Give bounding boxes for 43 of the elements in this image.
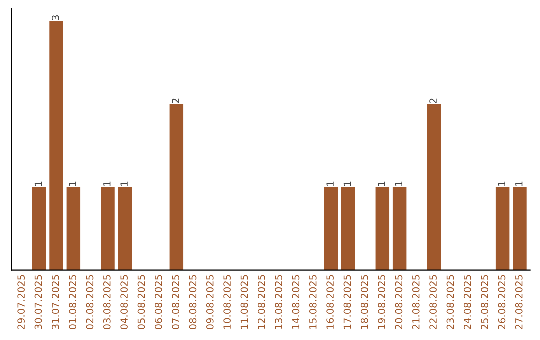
x-tick-label: 01.08.2025 <box>69 275 76 330</box>
x-tick-label: 31.07.2025 <box>52 275 60 330</box>
x-tick-label: 07.08.2025 <box>172 275 180 330</box>
data-label: 3 <box>52 16 60 20</box>
x-tick-label: 19.08.2025 <box>378 275 386 330</box>
x-tick-label: 24.08.2025 <box>464 275 472 330</box>
x-tick-label: 15.08.2025 <box>309 275 317 330</box>
x-tick-label: 06.08.2025 <box>154 275 162 330</box>
x-tick-label: 22.08.2025 <box>430 275 437 330</box>
x-tick-label: 09.08.2025 <box>206 275 214 330</box>
data-label: 2 <box>430 98 437 104</box>
x-tick-label: 29.07.2025 <box>18 275 25 330</box>
data-label: 1 <box>378 182 386 186</box>
x-tick-label: 14.08.2025 <box>292 275 300 330</box>
x-tick-label: 23.08.2025 <box>446 275 454 330</box>
data-label: 1 <box>326 182 334 186</box>
data-label: 1 <box>34 182 42 186</box>
x-tick-label: 30.07.2025 <box>34 275 42 330</box>
x-tick-label: 16.08.2025 <box>326 275 334 330</box>
x-tick-label: 13.08.2025 <box>275 275 282 330</box>
x-tick-label: 26.08.2025 <box>498 275 506 330</box>
x-tick-label: 03.08.2025 <box>103 275 111 330</box>
data-label: 2 <box>172 98 180 104</box>
x-tick-label: 05.08.2025 <box>138 275 146 330</box>
data-label: 1 <box>498 182 506 186</box>
x-tick-label: 04.08.2025 <box>120 275 128 330</box>
x-tick-label: 17.08.2025 <box>344 275 352 330</box>
x-tick-label: 18.08.2025 <box>360 275 368 330</box>
x-tick-label: 21.08.2025 <box>412 275 420 330</box>
x-tick-label: 20.08.2025 <box>395 275 403 330</box>
x-tick-label: 12.08.2025 <box>258 275 266 330</box>
x-tick-label: 11.08.2025 <box>240 275 248 330</box>
x-tick-label: 08.08.2025 <box>189 275 197 330</box>
x-tick-label: 25.08.2025 <box>481 275 488 330</box>
x-tick-label: 27.08.2025 <box>515 275 523 330</box>
data-label: 1 <box>104 182 111 186</box>
data-label: 1 <box>69 182 76 186</box>
data-label: 1 <box>395 182 403 186</box>
data-label: 1 <box>516 182 523 186</box>
data-label: 1 <box>120 182 128 186</box>
x-tick-label: 10.08.2025 <box>224 275 231 330</box>
data-label: 1 <box>344 182 352 186</box>
x-tick-label: 02.08.2025 <box>86 275 94 330</box>
